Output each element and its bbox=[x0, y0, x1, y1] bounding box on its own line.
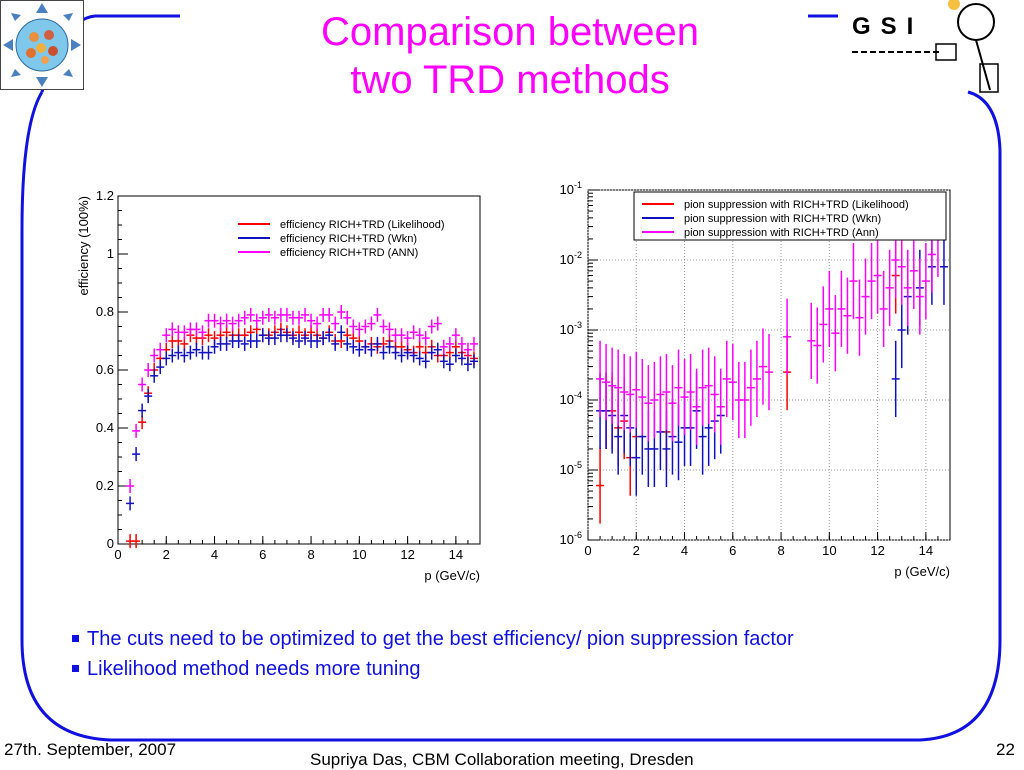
bullet-text: Likelihood method needs more tuning bbox=[87, 658, 421, 680]
legend-label: pion suppression with RICH+TRD (Ann) bbox=[684, 227, 879, 239]
y-tick-label: 0 bbox=[107, 536, 114, 551]
x-axis-label: p (GeV/c) bbox=[424, 568, 480, 583]
y-tick-label: 10-6 bbox=[560, 530, 582, 547]
y-tick-label: 0.2 bbox=[96, 478, 114, 493]
y-tick-exponent: -3 bbox=[574, 320, 582, 330]
x-tick-label: 14 bbox=[919, 543, 933, 558]
y-tick-label: 0.8 bbox=[96, 304, 114, 319]
y-tick-exponent: -6 bbox=[574, 530, 582, 540]
legend-label: efficiency RICH+TRD (Wkn) bbox=[280, 233, 417, 245]
title-line-2: two TRD methods bbox=[350, 58, 670, 102]
x-tick-label: 12 bbox=[400, 547, 414, 562]
bullet-list: The cuts need to be optimized to get the… bbox=[72, 624, 794, 684]
x-tick-label: 2 bbox=[633, 543, 640, 558]
gsi-logo-text: GSI bbox=[852, 13, 923, 40]
y-tick-exponent: -2 bbox=[574, 250, 582, 260]
x-tick-label: 6 bbox=[259, 547, 266, 562]
cbm-logo bbox=[0, 0, 84, 90]
bullet-item: The cuts need to be optimized to get the… bbox=[72, 624, 794, 654]
legend-label: efficiency RICH+TRD (ANN) bbox=[280, 247, 418, 259]
x-tick-label: 2 bbox=[163, 547, 170, 562]
legend-box bbox=[633, 191, 947, 241]
bullet-item: Likelihood method needs more tuning bbox=[72, 654, 794, 684]
x-tick-label: 12 bbox=[870, 543, 884, 558]
y-tick-label: 10-5 bbox=[560, 460, 582, 477]
gsi-logo: GSI bbox=[850, 0, 1010, 96]
x-tick-label: 0 bbox=[584, 543, 591, 558]
y-tick-label: 0.4 bbox=[96, 420, 114, 435]
x-tick-label: 0 bbox=[114, 547, 121, 562]
x-tick-label: 8 bbox=[307, 547, 314, 562]
y-tick-exponent: -5 bbox=[574, 460, 582, 470]
title-line-1: Comparison between bbox=[321, 10, 699, 54]
page-number: 22 bbox=[996, 740, 1015, 759]
efficiency-plot: 0 2 4 6 8 10 12 14 0 0.2 0.4 0.6 0.8 1 1.2 p (GeV/c) eff… bbox=[76, 188, 481, 583]
y-tick-label: 10-3 bbox=[560, 320, 582, 337]
bullet-square-icon bbox=[72, 635, 79, 642]
y-tick-label: 1.2 bbox=[96, 188, 114, 203]
footer-presenter: Supriya Das, CBM Collaboration meeting, … bbox=[310, 750, 694, 769]
legend-label: efficiency RICH+TRD (Likelihood) bbox=[280, 219, 445, 231]
legend-label: pion suppression with RICH+TRD (Likeliho… bbox=[684, 199, 909, 211]
x-tick-label: 8 bbox=[777, 543, 784, 558]
y-tick-label: 10-1 bbox=[560, 180, 582, 197]
bullet-text: The cuts need to be optimized to get the… bbox=[87, 628, 794, 650]
x-tick-label: 10 bbox=[822, 543, 836, 558]
slide-title: Comparison between two TRD methods bbox=[240, 8, 780, 104]
footer-date: 27th. September, 2007 bbox=[4, 740, 177, 759]
x-tick-label: 4 bbox=[681, 543, 688, 558]
y-tick-exponent: -4 bbox=[574, 390, 582, 400]
x-axis-label: p (GeV/c) bbox=[894, 564, 950, 579]
y-tick-label: 0.6 bbox=[96, 362, 114, 377]
y-tick-label: 10-4 bbox=[560, 390, 582, 407]
x-tick-label: 10 bbox=[352, 547, 366, 562]
x-tick-label: 14 bbox=[449, 547, 463, 562]
x-tick-label: 6 bbox=[729, 543, 736, 558]
legend-box bbox=[230, 212, 475, 260]
x-tick-label: 4 bbox=[211, 547, 218, 562]
frame-outline bbox=[20, 14, 1002, 742]
legend-label: pion suppression with RICH+TRD (Wkn) bbox=[684, 213, 881, 225]
bullet-square-icon bbox=[72, 665, 79, 672]
y-axis-label: efficiency (100%) bbox=[76, 196, 91, 295]
y-tick-exponent: -1 bbox=[574, 180, 582, 190]
pion-suppression-plot: 0 2 4 6 8 10 12 14 10-6 10-5 10-4 10-3 10-2 10-1 p (Ge… bbox=[560, 180, 951, 579]
y-tick-label: 10-2 bbox=[560, 250, 582, 267]
y-tick-label: 1 bbox=[107, 246, 114, 261]
